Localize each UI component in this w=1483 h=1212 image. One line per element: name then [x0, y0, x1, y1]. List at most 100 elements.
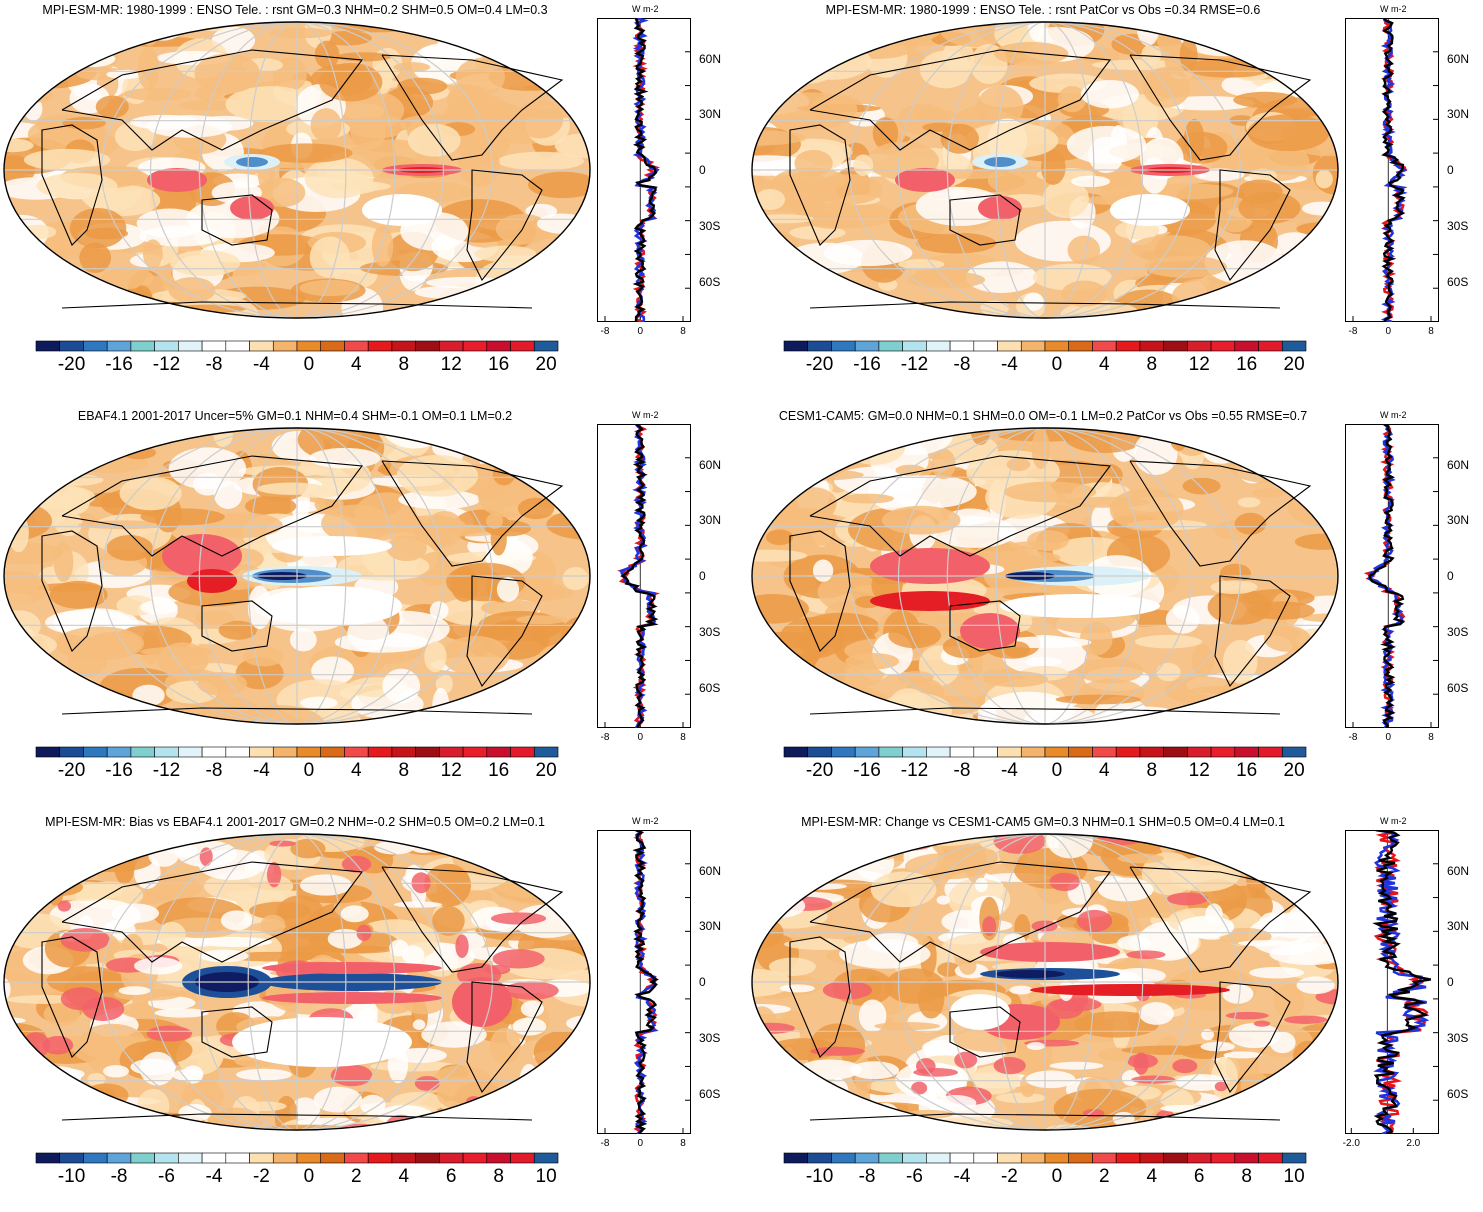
colorbar-bin: [35, 746, 61, 758]
colorbar-bin: [83, 746, 108, 758]
graticule: [4, 833, 590, 1131]
colorbar-label: -12: [152, 760, 181, 781]
profile-series-line: [1373, 830, 1429, 1134]
colorbar-bin: [1139, 746, 1164, 758]
colorbar-bin: [1234, 1152, 1259, 1164]
profile-series-line: [1368, 424, 1406, 728]
profile-unit-label: W m-2: [632, 4, 659, 14]
colorbar-bin: [415, 1152, 440, 1164]
profile-lat-label: 60S: [699, 1087, 721, 1101]
panel-title: MPI-ESM-MR: 1980-1999 : ENSO Tele. : rsn…: [42, 3, 548, 17]
colorbar-bin: [1044, 1152, 1070, 1164]
coastline-segment: [61, 707, 533, 715]
graticule: [752, 833, 1338, 1131]
profile-lat-label: 30S: [1447, 1031, 1469, 1045]
colorbar-bin: [997, 340, 1022, 352]
colorbar-bin: [1068, 746, 1093, 758]
colorbar-bin: [59, 1152, 84, 1164]
colorbar-bin: [783, 746, 809, 758]
colorbar-label: 4: [398, 1166, 410, 1187]
colorbar-bin: [344, 1152, 369, 1164]
colorbar-bin: [973, 746, 998, 758]
colorbar-bin: [320, 340, 345, 352]
map-field: [4, 22, 590, 318]
coastlines: [41, 455, 564, 715]
colorbar-label: 20: [535, 760, 557, 781]
colorbar-label: 12: [440, 354, 462, 375]
colorbar-bin: [1281, 746, 1307, 758]
profile-lat-label: 60N: [699, 864, 722, 878]
colorbar-bin: [510, 1152, 535, 1164]
colorbar-label: 0: [1051, 354, 1063, 375]
colorbar-bin: [391, 1152, 416, 1164]
colorbar-label: 4: [1146, 1166, 1158, 1187]
colorbar-label: 16: [488, 354, 510, 375]
zonal-mean-profile: [597, 830, 691, 1134]
colorbar-label: -12: [900, 760, 929, 781]
profile-xtick-label: -8: [600, 326, 610, 337]
coastline-segment: [789, 936, 851, 1058]
profile-lat-label: 30N: [699, 919, 722, 933]
profile-lat-label: 30N: [1447, 513, 1470, 527]
colorbar-label: -4: [1000, 354, 1018, 375]
coastline-segment: [809, 861, 1112, 963]
profile-unit-label: W m-2: [1380, 816, 1407, 826]
coastlines: [789, 861, 1312, 1121]
colorbar-bin: [106, 746, 132, 758]
colorbar-label: -8: [953, 354, 971, 375]
colorbar-bin: [1092, 1152, 1117, 1164]
profile-series-line: [620, 424, 659, 728]
colorbar-bin: [201, 746, 227, 758]
coastlines: [41, 49, 564, 309]
colorbar-label: -4: [953, 1166, 971, 1187]
colorbar-bin: [854, 746, 880, 758]
colorbar-label: 8: [1146, 760, 1158, 781]
colorbar-bin: [1258, 340, 1283, 352]
profile-xtick-label: -8: [1348, 732, 1358, 743]
colorbar-bin: [462, 746, 488, 758]
colorbar-bin: [1044, 340, 1070, 352]
profile-series-line: [632, 18, 658, 322]
colorbar-bin: [439, 340, 464, 352]
colorbar-bin: [320, 1152, 345, 1164]
colorbar-bin: [249, 340, 274, 352]
profile-lat-label: 30N: [699, 513, 722, 527]
colorbar-label: 12: [1188, 760, 1210, 781]
colorbar-bin: [973, 1152, 998, 1164]
profile-lat-label: 30N: [1447, 919, 1470, 933]
profile-lat-label: 30N: [699, 107, 722, 121]
coastline-segment: [809, 49, 1112, 151]
profile-lat-label: 0: [1447, 163, 1454, 177]
colorbar-bin: [831, 746, 856, 758]
profile-xtick-label: 0: [637, 732, 644, 743]
profile-xtick-label: 2.0: [1406, 1138, 1421, 1149]
profile-series-line: [1381, 18, 1406, 322]
profile-lat-label: 0: [1447, 569, 1454, 583]
colorbar-label: 8: [398, 760, 410, 781]
coastline-segment: [949, 1006, 1021, 1058]
colorbar: [35, 1152, 559, 1164]
colorbar-label: -8: [858, 1166, 876, 1187]
figure: MPI-ESM-MR: 1980-1999 : ENSO Tele. : rsn…: [0, 3, 1470, 1187]
map-field: [752, 834, 1338, 1130]
coastline-segment: [201, 194, 273, 246]
colorbar-bin: [249, 746, 274, 758]
panel-3: EBAF4.1 2001-2017 Uncer=5% GM=0.1 NHM=0.…: [0, 406, 735, 806]
colorbar-bin: [783, 1152, 809, 1164]
panel-title: MPI-ESM-MR: Bias vs EBAF4.1 2001-2017 GM…: [45, 815, 545, 829]
colorbar-bin: [83, 1152, 108, 1164]
colorbar-bin: [510, 746, 535, 758]
colorbar-bin: [831, 340, 856, 352]
colorbar: [35, 340, 559, 352]
colorbar-label: 0: [303, 1166, 315, 1187]
coastline-segment: [466, 575, 543, 688]
colorbar-label: 12: [1188, 354, 1210, 375]
profile-xtick-label: 8: [680, 326, 686, 337]
profile-lat-label: 60S: [1447, 1087, 1469, 1101]
colorbar-bin: [533, 340, 559, 352]
graticule: [4, 21, 590, 319]
robinson-map: [3, 833, 591, 1131]
colorbar-label: 0: [303, 760, 315, 781]
colorbar-label: -20: [805, 354, 834, 375]
profile-lat-label: 60N: [699, 458, 722, 472]
